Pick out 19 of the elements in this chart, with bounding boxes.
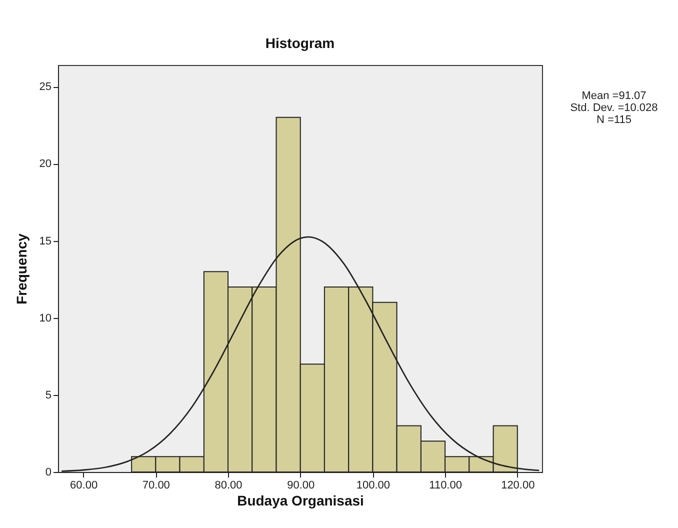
x-tick-label: 110.00 <box>429 480 462 492</box>
y-tick-label: 20 <box>39 158 52 170</box>
text: Mean =91.07 <box>580 90 648 102</box>
y-tick-label: 15 <box>39 235 52 248</box>
y-axis-title: Frequency <box>13 233 30 304</box>
x-tick-label: 90.00 <box>287 480 315 492</box>
x-axis-title: Budaya Organisasi <box>237 492 364 508</box>
text: N =115 <box>596 114 632 126</box>
x-tick-label: 60.00 <box>70 480 98 492</box>
x-tick-label: 70.00 <box>142 480 170 492</box>
y-tick-label: 0 <box>45 466 52 478</box>
text: Std. Dev. =10.028 <box>569 102 659 114</box>
y-tick-label: 10 <box>39 312 52 324</box>
x-tick-label: 80.00 <box>214 480 242 492</box>
y-tick-label: 5 <box>45 389 52 402</box>
y-tick-label: 25 <box>39 81 52 94</box>
chart-title: Histogram <box>265 35 335 51</box>
x-tick-label: 100.00 <box>356 480 390 492</box>
x-tick-label: 120.00 <box>501 480 535 492</box>
